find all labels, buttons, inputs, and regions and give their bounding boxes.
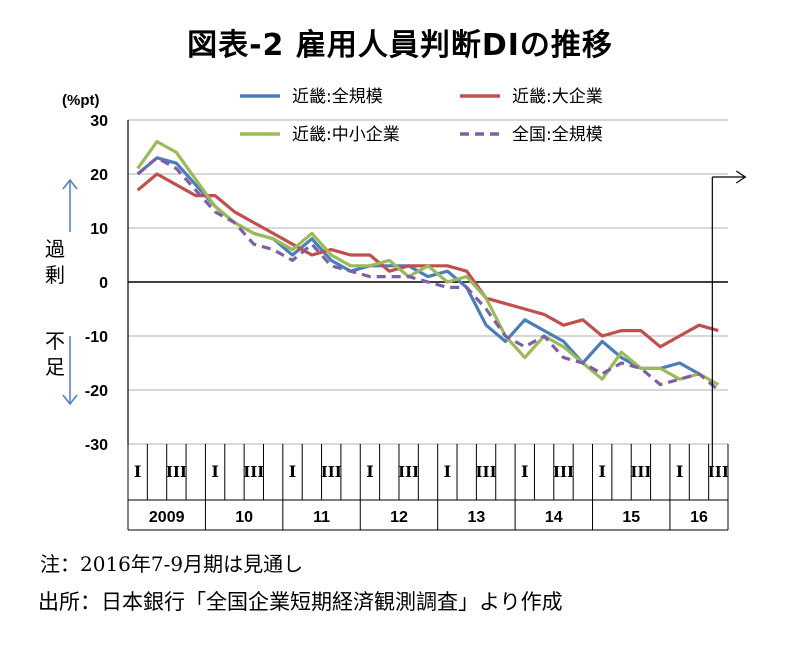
quarter-label: III <box>166 463 187 481</box>
excess-label: 過 <box>45 237 65 261</box>
quarter-label: I <box>366 462 373 481</box>
quarter-label: III <box>476 463 497 481</box>
quarter-label: I <box>444 462 451 481</box>
quarter-label: I <box>521 462 528 481</box>
series-line-2 <box>136 140 720 386</box>
quarter-label: I <box>676 462 683 481</box>
y-tick-label: -10 <box>85 329 108 346</box>
quarter-label: III <box>708 463 729 481</box>
chart-title: 図表-2 雇用人員判断DIの推移 <box>187 28 613 63</box>
forecast-arrow-head <box>735 170 747 184</box>
legend-label-3: 全国:全規模 <box>512 125 603 145</box>
year-label: 11 <box>313 509 330 526</box>
y-tick-label: 20 <box>90 167 108 184</box>
note-forecast: 注：2016年7-9月期は見通し <box>40 552 304 576</box>
unit-label: (%pt) <box>62 92 100 109</box>
quarter-label: III <box>553 463 574 481</box>
excess-arrow-up-head <box>62 178 78 190</box>
year-label: 15 <box>622 509 640 526</box>
quarter-label: I <box>598 462 605 481</box>
quarter-label: I <box>211 462 218 481</box>
y-tick-label: 0 <box>99 275 108 292</box>
y-tick-label: 10 <box>90 221 108 238</box>
legend-label-2: 近畿:中小企業 <box>292 125 400 145</box>
quarter-label: III <box>630 463 651 481</box>
note-source: 出所：日本銀行「全国企業短期経済観測調査」より作成 <box>38 590 563 614</box>
series-line-3 <box>136 156 720 392</box>
legend-label-1: 近畿:大企業 <box>512 87 603 107</box>
quarter-label: I <box>289 462 296 481</box>
year-label: 14 <box>545 509 563 526</box>
series-line-1 <box>136 172 719 349</box>
year-label: 16 <box>690 509 708 526</box>
year-label: 12 <box>390 509 408 526</box>
year-label: 13 <box>467 509 485 526</box>
quarter-label: III <box>243 463 264 481</box>
shortage-arrow-down-head <box>62 394 78 406</box>
year-label: 10 <box>235 509 253 526</box>
excess-label: 剰 <box>45 263 65 287</box>
quarter-label: I <box>134 462 141 481</box>
y-tick-label: -20 <box>85 383 108 400</box>
quarter-label: III <box>398 463 419 481</box>
legend-label-0: 近畿:全規模 <box>292 87 383 107</box>
shortage-label: 不 <box>45 329 65 353</box>
year-label: 2009 <box>149 509 185 526</box>
quarter-label: III <box>321 463 342 481</box>
shortage-label: 足 <box>45 355 65 379</box>
y-tick-label: -30 <box>85 437 108 454</box>
y-tick-label: 30 <box>90 113 108 130</box>
